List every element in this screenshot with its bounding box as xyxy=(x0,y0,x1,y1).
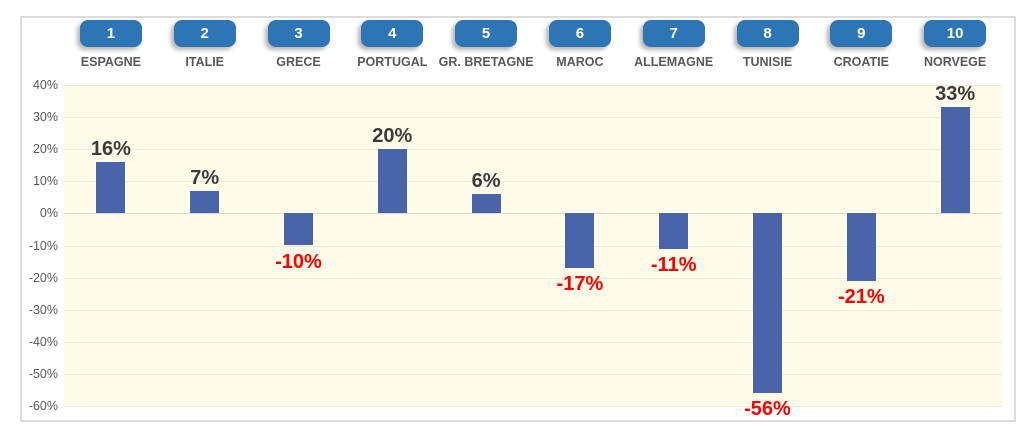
rank-badge: 5 xyxy=(455,20,518,47)
bar-value-label: -56% xyxy=(744,398,791,421)
zero-gridline xyxy=(64,213,1002,215)
rank-badge: 4 xyxy=(361,20,424,47)
rank-badge: 9 xyxy=(830,20,893,47)
rank-badge: 3 xyxy=(267,20,330,47)
rank-badge: 2 xyxy=(173,20,236,47)
gridline xyxy=(64,277,1002,279)
bar xyxy=(190,190,220,214)
gridline xyxy=(64,309,1002,311)
bar xyxy=(96,162,126,214)
bar-value-label: 16% xyxy=(90,138,131,161)
category-label: NORVEGE xyxy=(923,55,987,69)
rank-badge: 10 xyxy=(924,20,987,47)
bar-value-label: 20% xyxy=(372,125,413,148)
bar xyxy=(659,213,689,249)
gridline xyxy=(64,181,1002,183)
gridline xyxy=(64,406,1002,407)
bar xyxy=(565,213,595,268)
category-label: CROATIE xyxy=(833,55,889,69)
y-axis-tick-label: -10% xyxy=(28,238,58,253)
gridline xyxy=(64,117,1002,119)
bar-value-label: -17% xyxy=(556,272,604,295)
bar xyxy=(846,213,876,281)
y-axis-tick-label: -20% xyxy=(28,270,58,285)
bar-value-label: 6% xyxy=(471,170,501,193)
y-axis-tick-label: 10% xyxy=(32,174,58,189)
bar-value-label: -11% xyxy=(650,253,697,276)
chart-frame: 40% 30% 20% 10% 0% -10% -20% -30% -40% -50% -60% 1… xyxy=(20,16,1016,422)
y-axis-tick-label: -40% xyxy=(28,334,58,349)
rank-badge: 7 xyxy=(642,20,705,47)
category-label: ALLEMAGNE xyxy=(634,55,714,69)
bar-value-label: 7% xyxy=(190,166,220,189)
category-label: MAROC xyxy=(556,55,604,69)
gridline xyxy=(64,341,1002,343)
y-axis-tick-label: 30% xyxy=(32,110,58,125)
gridline xyxy=(64,149,1002,151)
bar-value-label: 33% xyxy=(935,83,976,106)
bar-value-label: -21% xyxy=(837,285,885,308)
rank-badge: 6 xyxy=(548,20,611,47)
gridline xyxy=(64,85,1002,86)
rank-badge: 1 xyxy=(79,20,142,47)
y-axis-tick-label: 20% xyxy=(32,142,58,157)
y-axis-tick-label: -50% xyxy=(28,366,58,381)
bar xyxy=(940,107,970,214)
category-label: PORTUGAL xyxy=(357,55,428,69)
y-axis-tick-label: 40% xyxy=(32,78,58,92)
gridline xyxy=(64,245,1002,247)
plot-area xyxy=(64,85,1002,407)
category-label: GR. BRETAGNE xyxy=(438,55,534,69)
bar-value-label: -10% xyxy=(275,250,322,273)
bar xyxy=(753,213,782,394)
category-label: ITALIE xyxy=(185,55,225,69)
category-label: GRECE xyxy=(276,55,321,69)
y-axis-tick-label: -60% xyxy=(28,399,58,413)
category-label: TUNISIE xyxy=(742,55,793,69)
bar xyxy=(471,194,501,214)
gridline xyxy=(64,373,1002,375)
y-axis-tick-label: -30% xyxy=(28,302,58,317)
category-label: ESPAGNE xyxy=(80,55,141,69)
bar xyxy=(284,213,313,246)
rank-badge: 8 xyxy=(736,20,799,47)
bar xyxy=(377,149,407,214)
y-axis-tick-label: 0% xyxy=(39,206,58,221)
